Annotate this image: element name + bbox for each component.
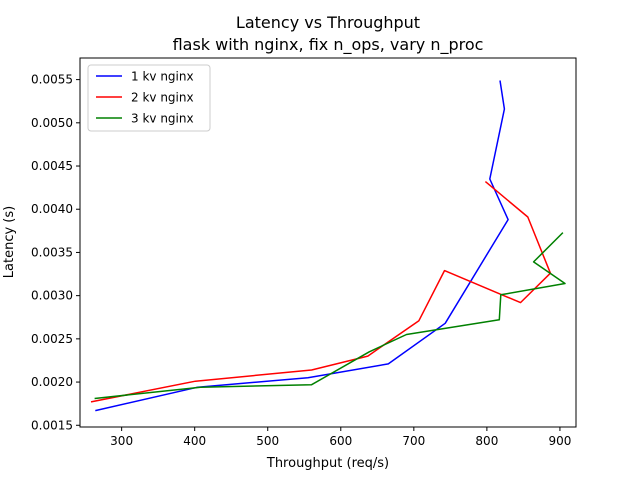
x-axis-label: Throughput (req/s) — [266, 456, 389, 471]
chart-title: Latency vs Throughput — [236, 13, 420, 32]
x-tick-label: 700 — [402, 434, 425, 448]
y-tick-label: 0.0035 — [31, 245, 73, 259]
series-line-3 — [94, 232, 566, 400]
y-axis-label: Latency (s) — [2, 206, 17, 278]
legend-label-1: 1 kv nginx — [131, 70, 194, 84]
series-line-1 — [95, 80, 509, 412]
x-tick-label: 800 — [475, 434, 498, 448]
legend-box — [87, 64, 211, 132]
axis-ticks: 300 400 500 600 700 800 900 0.0015 0.0020 0.0025 0… — [31, 73, 571, 448]
plot-area — [90, 80, 566, 412]
axes-frame — [79, 57, 577, 428]
legend-label-2: 2 kv nginx — [131, 91, 194, 105]
x-tick-label: 900 — [548, 434, 571, 448]
series-line-2 — [90, 181, 552, 403]
y-tick-label: 0.0055 — [31, 73, 73, 87]
y-tick-label: 0.0030 — [31, 289, 73, 303]
x-tick-label: 300 — [110, 434, 133, 448]
x-tick-label: 400 — [183, 434, 206, 448]
y-tick-label: 0.0015 — [31, 418, 73, 432]
y-tick-label: 0.0050 — [31, 116, 73, 130]
chart-subtitle: flask with nginx, fix n_ops, vary n_proc — [173, 35, 484, 55]
x-tick-label: 500 — [256, 434, 279, 448]
x-tick-label: 600 — [329, 434, 352, 448]
y-tick-label: 0.0040 — [31, 202, 73, 216]
legend-label-3: 3 kv nginx — [131, 112, 194, 126]
y-tick-label: 0.0025 — [31, 332, 73, 346]
y-tick-label: 0.0020 — [31, 375, 73, 389]
y-tick-label: 0.0045 — [31, 159, 73, 173]
legend: 1 kv nginx 2 kv nginx 3 kv nginx — [87, 64, 211, 132]
